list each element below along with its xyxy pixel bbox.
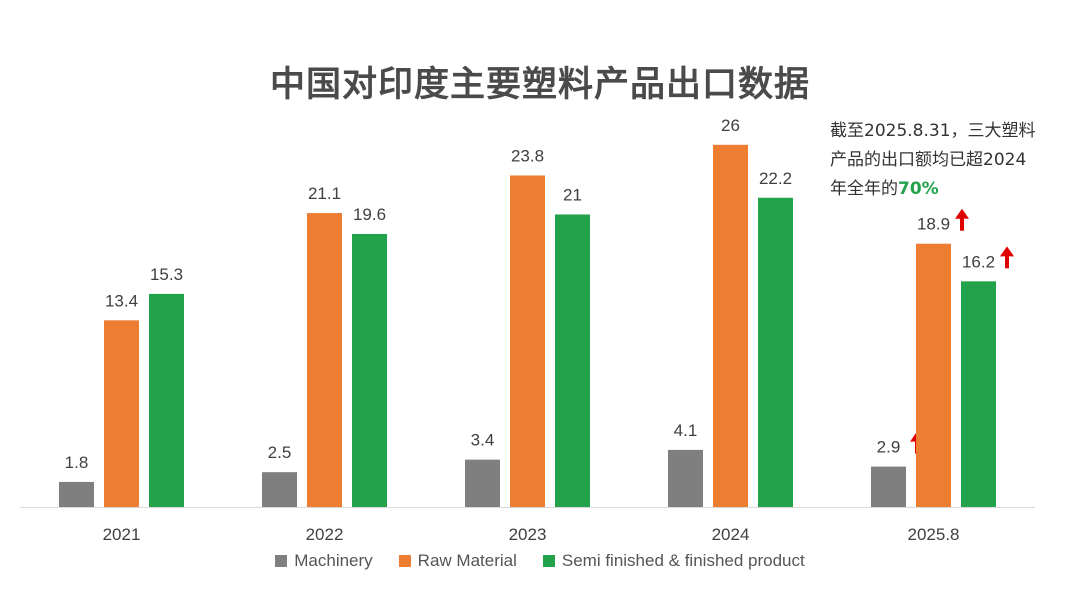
- annotation-highlight: 70%: [898, 179, 939, 199]
- bar-machinery: [871, 466, 906, 507]
- bar-raw-material: [307, 213, 342, 507]
- bar-semi-finished: [555, 214, 590, 507]
- up-arrow-icon: [955, 208, 969, 231]
- annotation-line-2: 产品的出口额均已超2024: [830, 150, 1027, 170]
- data-label-raw-material: 18.9: [917, 215, 950, 234]
- bar-machinery: [262, 472, 297, 507]
- bar-semi-finished: [149, 293, 184, 507]
- data-label-machinery: 2.9: [877, 438, 901, 457]
- legend-label-semi-finished: Semi finished & finished product: [561, 551, 805, 570]
- legend-item-semi-finished: Semi finished & finished product: [542, 551, 805, 571]
- bar-raw-material: [916, 243, 951, 507]
- bar-semi-finished: [961, 281, 996, 507]
- legend-swatch-semi-finished: [542, 555, 555, 567]
- data-label-semi-finished: 16.2: [962, 252, 995, 271]
- up-arrow-icon: [1000, 246, 1014, 269]
- legend: Machinery Raw Material Semi finished & f…: [0, 551, 1080, 571]
- x-tick-label: 2021: [103, 525, 141, 544]
- x-tick-label: 2022: [306, 525, 344, 544]
- annotation-line-3-prefix: 年全年的: [830, 179, 898, 199]
- legend-label-raw-material: Raw Material: [417, 551, 517, 570]
- data-label-semi-finished: 19.6: [353, 205, 386, 224]
- x-tick-label: 2023: [509, 525, 547, 544]
- annotation-note: 截至2025.8.31，三大塑料 产品的出口额均已超2024 年全年的70%: [830, 117, 1075, 204]
- bar-raw-material: [104, 320, 139, 507]
- legend-swatch-machinery: [275, 555, 288, 567]
- data-label-machinery: 4.1: [674, 421, 698, 440]
- bar-machinery: [59, 481, 94, 507]
- data-label-machinery: 2.5: [268, 443, 292, 462]
- legend-label-machinery: Machinery: [294, 551, 373, 570]
- data-label-raw-material: 23.8: [511, 146, 544, 165]
- chart-title: 中国对印度主要塑料产品出口数据: [269, 65, 810, 105]
- legend-item-raw-material: Raw Material: [398, 551, 517, 571]
- legend-swatch-raw-material: [398, 555, 411, 567]
- data-label-semi-finished: 22.2: [759, 169, 792, 188]
- annotation-line-1: 截至2025.8.31，三大塑料: [830, 121, 1036, 141]
- bar-raw-material: [713, 144, 748, 507]
- data-label-machinery: 3.4: [471, 431, 495, 450]
- data-label-raw-material: 26: [721, 116, 740, 135]
- data-label-semi-finished: 21: [563, 185, 582, 204]
- data-label-raw-material: 21.1: [308, 184, 341, 203]
- bar-machinery: [668, 449, 703, 507]
- data-label-raw-material: 13.4: [105, 291, 138, 310]
- data-label-semi-finished: 15.3: [150, 265, 183, 284]
- bar-semi-finished: [758, 197, 793, 507]
- bar-machinery: [465, 459, 500, 507]
- x-tick-label: 2024: [712, 525, 750, 544]
- bar-semi-finished: [352, 233, 387, 508]
- annotation-line-3: 年全年的70%: [830, 175, 1075, 204]
- x-tick-label: 2025.8: [908, 525, 960, 544]
- bar-raw-material: [510, 175, 545, 507]
- data-label-machinery: 1.8: [65, 453, 89, 472]
- legend-item-machinery: Machinery: [275, 551, 373, 571]
